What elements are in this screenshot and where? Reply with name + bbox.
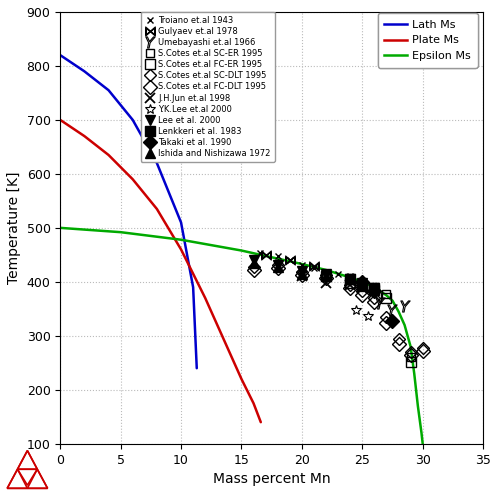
Epsilon Ms: [420, 441, 426, 447]
Epsilon Ms: [359, 279, 365, 285]
Plate Ms: [178, 246, 184, 252]
Plate Ms: [250, 400, 256, 406]
Epsilon Ms: [347, 275, 353, 281]
Line: Plate Ms: Plate Ms: [60, 120, 261, 422]
Epsilon Ms: [118, 229, 124, 235]
Plate Ms: [239, 376, 245, 382]
Lath Ms: [178, 219, 184, 225]
Epsilon Ms: [57, 225, 63, 231]
Plate Ms: [81, 133, 87, 139]
Y-axis label: Temperature [K]: Temperature [K]: [7, 172, 21, 284]
Plate Ms: [154, 206, 160, 212]
Line: Epsilon Ms: Epsilon Ms: [60, 228, 423, 444]
Lath Ms: [106, 87, 112, 93]
Epsilon Ms: [178, 237, 184, 243]
Line: Lath Ms: Lath Ms: [60, 55, 197, 368]
Epsilon Ms: [411, 371, 417, 377]
Epsilon Ms: [401, 322, 407, 328]
Epsilon Ms: [299, 261, 305, 267]
Epsilon Ms: [389, 298, 395, 304]
Epsilon Ms: [323, 267, 329, 273]
Plate Ms: [130, 176, 136, 182]
Lath Ms: [154, 160, 160, 166]
Plate Ms: [202, 295, 208, 301]
X-axis label: Mass percent Mn: Mass percent Mn: [213, 472, 331, 486]
Lath Ms: [57, 52, 63, 58]
Plate Ms: [227, 349, 233, 355]
Lath Ms: [194, 365, 200, 371]
Lath Ms: [81, 69, 87, 74]
Plate Ms: [258, 419, 264, 425]
Epsilon Ms: [383, 292, 389, 298]
Lath Ms: [190, 284, 196, 290]
Legend: Lath Ms, Plate Ms, Epsilon Ms: Lath Ms, Plate Ms, Epsilon Ms: [377, 13, 478, 68]
Lath Ms: [130, 117, 136, 123]
Epsilon Ms: [239, 247, 245, 253]
Epsilon Ms: [275, 256, 281, 262]
Epsilon Ms: [418, 430, 424, 436]
Epsilon Ms: [372, 284, 377, 290]
Epsilon Ms: [395, 309, 401, 315]
Plate Ms: [57, 117, 63, 123]
Epsilon Ms: [415, 403, 421, 409]
Epsilon Ms: [408, 344, 414, 350]
Plate Ms: [106, 152, 112, 158]
